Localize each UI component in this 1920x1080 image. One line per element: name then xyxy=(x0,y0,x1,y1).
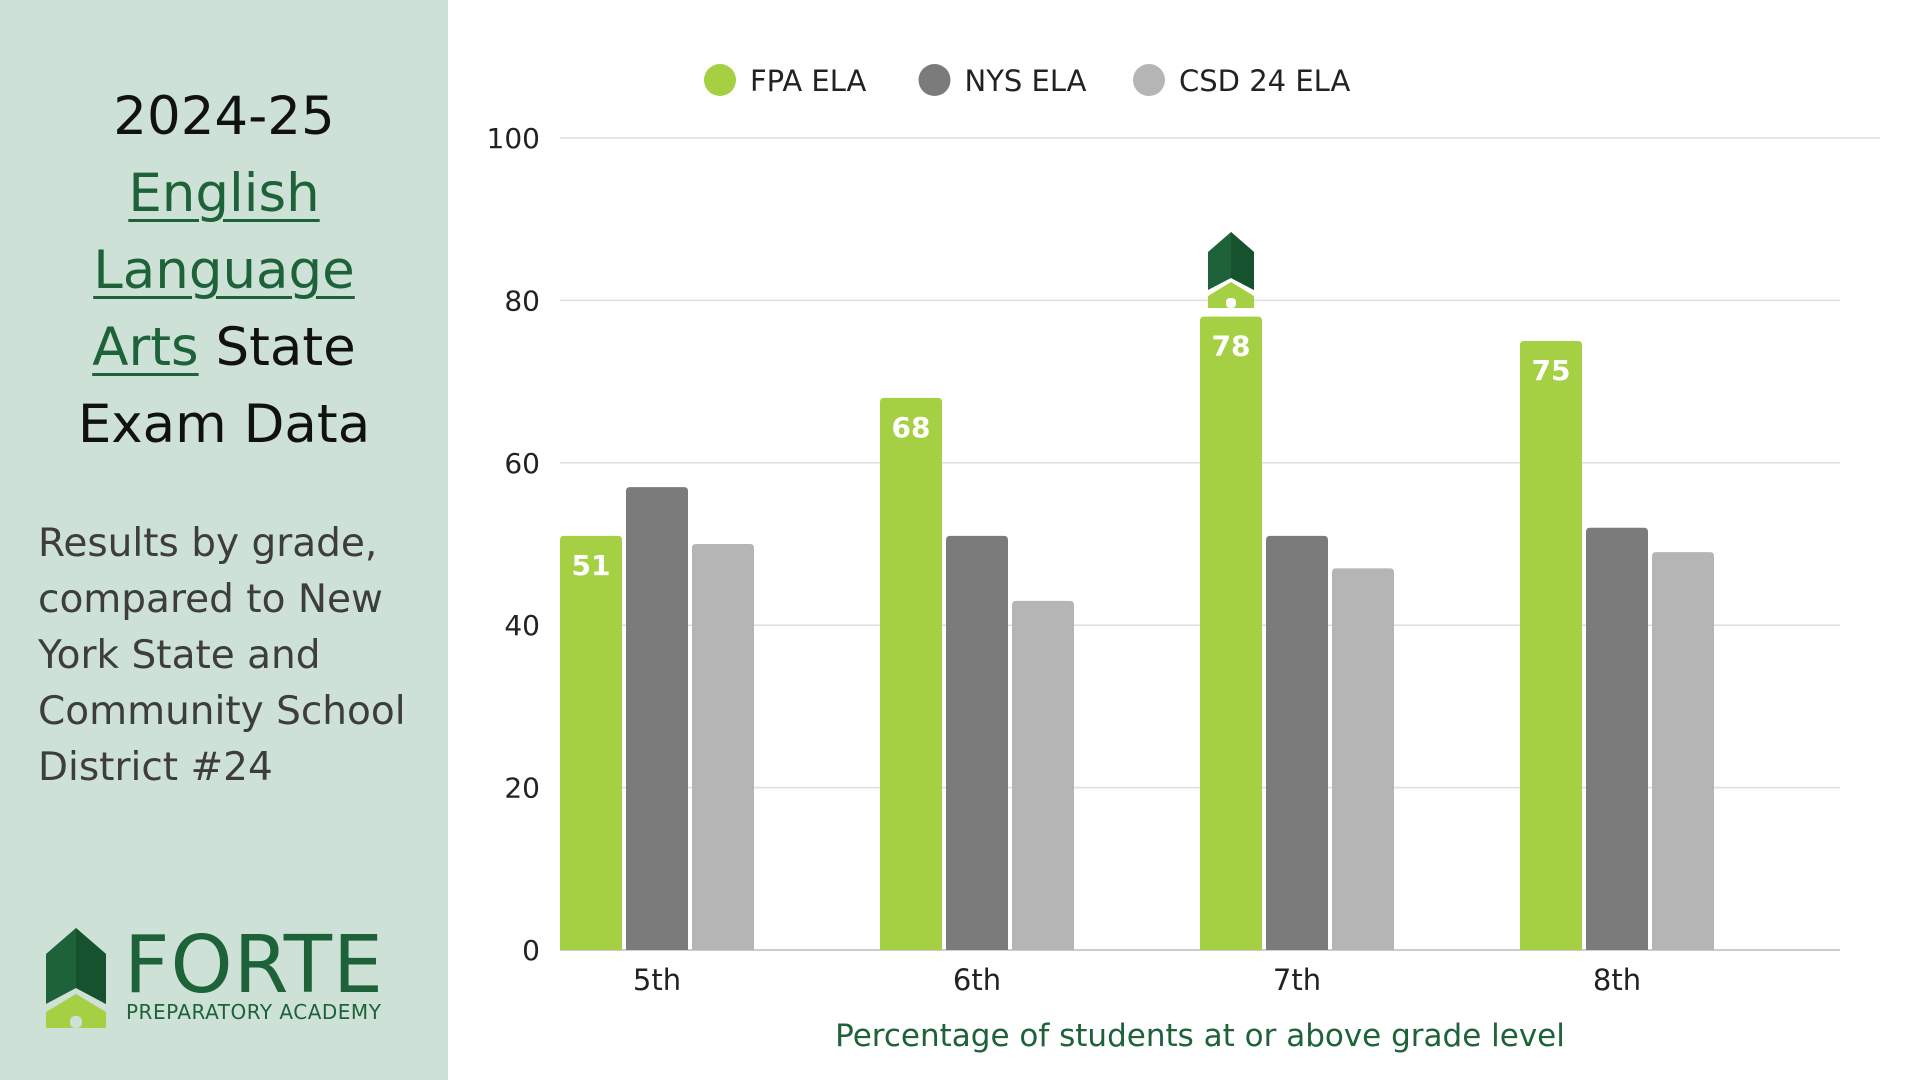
title-link-english[interactable]: English xyxy=(128,163,320,224)
legend-marker-2 xyxy=(1133,64,1165,96)
data-label-8th: 75 xyxy=(1532,354,1571,387)
data-label-6th: 68 xyxy=(892,411,931,444)
title-link-language[interactable]: Language xyxy=(93,240,355,301)
title-link-arts[interactable]: Arts xyxy=(92,317,199,378)
logo-wordmark: FORTE xyxy=(124,919,384,1011)
y-tick-label-40: 40 xyxy=(504,609,540,642)
bar-csd-24-ela-5th xyxy=(692,544,754,950)
bar-fpa-ela-8th xyxy=(1520,341,1582,950)
legend-marker-1 xyxy=(918,64,951,96)
bar-nys-ela-7th xyxy=(1266,535,1328,950)
sidebar-panel: 2024-25 English Language Arts State Exam… xyxy=(0,0,448,1080)
x-tick-label-5th: 5th xyxy=(633,963,681,997)
data-label-7th: 78 xyxy=(1212,330,1251,363)
ela-bar-chart: 0 20 40 60 80 100 51 5th 68 6th 78 7th 75 8th FPA ELA N… xyxy=(487,64,1880,1054)
forte-logo-mark-icon xyxy=(46,928,106,1028)
bar-nys-ela-8th xyxy=(1586,527,1648,950)
bar-fpa-ela-5th xyxy=(560,535,622,950)
y-tick-label-80: 80 xyxy=(504,284,540,317)
x-tick-label-6th: 6th xyxy=(953,963,1001,997)
bar-fpa-ela-6th xyxy=(880,397,942,951)
x-axis-title: Percentage of students at or above grade… xyxy=(835,1018,1565,1054)
y-tick-label-20: 20 xyxy=(504,772,540,805)
y-tick-label-0: 0 xyxy=(522,934,540,967)
x-tick-label-8th: 8th xyxy=(1593,963,1641,997)
y-tick-label-100: 100 xyxy=(487,122,540,155)
title-exam-data: Exam Data xyxy=(77,394,371,455)
page-title: 2024-25 English Language Arts State Exam… xyxy=(24,78,424,463)
y-tick-label-60: 60 xyxy=(504,447,540,480)
bar-csd-24-ela-8th xyxy=(1652,552,1714,950)
logo-tagline: PREPARATORY ACADEMY xyxy=(126,1000,382,1024)
legend-marker-0 xyxy=(704,64,736,96)
forte-logo: FORTE PREPARATORY ACADEMY xyxy=(46,920,416,1028)
bar-nys-ela-5th xyxy=(626,487,688,950)
data-label-5th: 51 xyxy=(572,549,611,582)
legend-label-1: NYS ELA xyxy=(965,64,1087,98)
bar-csd-24-ela-6th xyxy=(1012,600,1074,950)
title-state: State xyxy=(215,317,356,378)
x-tick-label-7th: 7th xyxy=(1273,963,1321,997)
title-year: 2024-25 xyxy=(113,86,335,147)
legend-label-0: FPA ELA xyxy=(750,64,867,98)
page-subtitle: Results by grade, compared to New York S… xyxy=(38,521,406,790)
bar-fpa-ela-7th xyxy=(1200,316,1262,950)
bar-nys-ela-6th xyxy=(946,535,1008,950)
legend-label-2: CSD 24 ELA xyxy=(1179,64,1350,98)
bar-csd-24-ela-7th xyxy=(1332,568,1394,950)
forte-logo-mark-icon xyxy=(1208,232,1254,308)
